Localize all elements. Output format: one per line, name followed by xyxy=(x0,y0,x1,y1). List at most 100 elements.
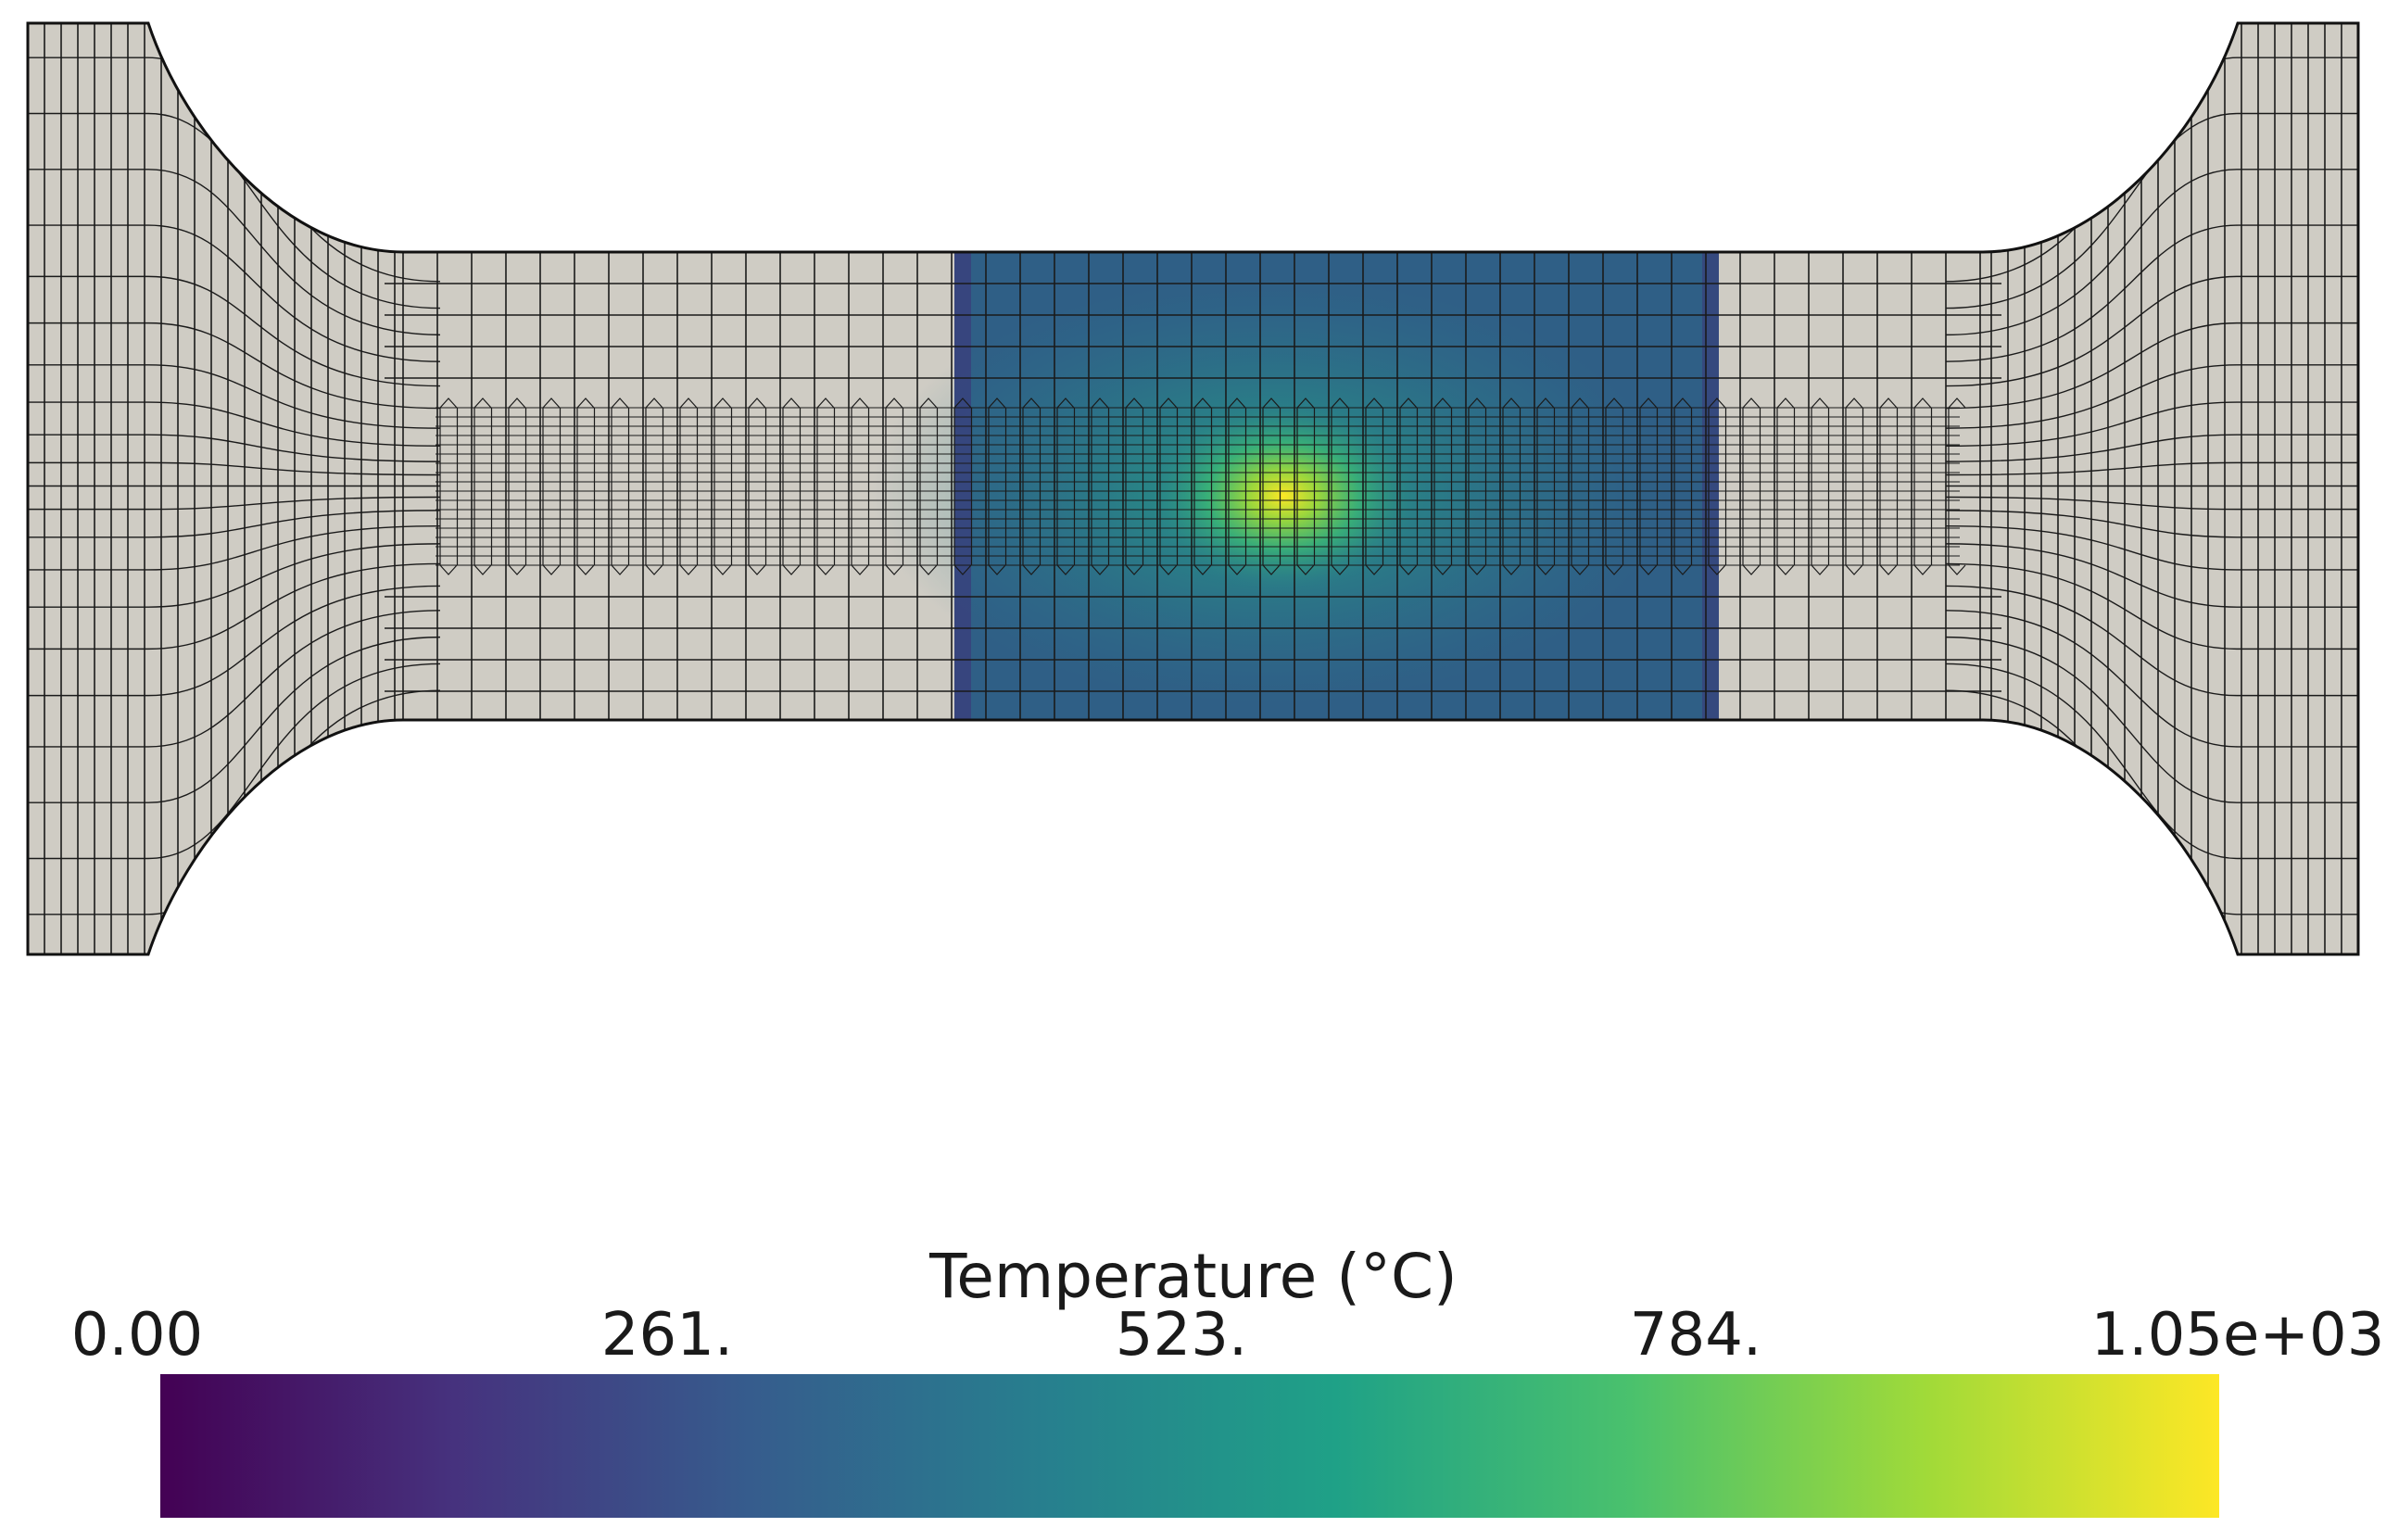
mesh-line xyxy=(28,543,441,608)
mesh-line xyxy=(28,322,441,410)
mesh-line xyxy=(28,663,441,860)
mesh-line xyxy=(542,398,561,409)
mesh-line xyxy=(919,564,938,575)
mesh-line xyxy=(611,398,629,409)
mesh-line xyxy=(1571,398,1589,409)
mesh-line xyxy=(1879,398,1898,409)
mesh-line xyxy=(1945,434,2358,462)
mesh-line xyxy=(953,564,972,575)
mesh-line xyxy=(542,564,561,575)
mesh-line xyxy=(28,610,441,748)
colorbar-tick-label-0: 0.00 xyxy=(71,1301,204,1370)
mesh-line xyxy=(1811,564,1829,575)
mesh-line xyxy=(1296,564,1315,575)
mesh-line xyxy=(1945,636,2358,803)
mesh-line xyxy=(1945,496,2358,511)
mesh-line xyxy=(1945,112,2358,309)
mesh-line xyxy=(576,398,595,409)
mesh-line xyxy=(919,398,938,409)
mesh-line xyxy=(679,564,698,575)
mesh-line xyxy=(1945,562,2358,650)
mesh-line xyxy=(1022,564,1041,575)
mesh-line xyxy=(28,562,441,650)
mesh-line xyxy=(439,398,458,409)
mesh-line xyxy=(1948,564,1966,575)
mesh-line xyxy=(1742,564,1761,575)
mesh-line xyxy=(1945,510,2358,538)
mesh-line xyxy=(28,636,441,803)
mesh-line xyxy=(1022,398,1041,409)
mesh-line xyxy=(1708,564,1726,575)
colorbar-tick-label-1: 261. xyxy=(601,1301,734,1370)
mesh-line xyxy=(1945,524,2358,571)
mesh-line xyxy=(851,564,869,575)
mesh-line xyxy=(1845,564,1863,575)
mesh-line xyxy=(748,564,766,575)
specimen xyxy=(26,21,2360,956)
mesh-line xyxy=(1433,564,1452,575)
mesh-line xyxy=(1125,398,1143,409)
mesh-line xyxy=(1159,564,1178,575)
mesh-line xyxy=(1673,564,1692,575)
mesh-line xyxy=(1879,564,1898,575)
colorbar: Temperature (°C) 0.00 261. 523. 784. 1.0… xyxy=(71,1241,2385,1518)
mesh-line xyxy=(1468,398,1486,409)
mesh-line xyxy=(1536,564,1555,575)
mesh-line xyxy=(28,496,441,511)
mesh-line xyxy=(28,461,441,476)
mesh-line xyxy=(28,585,441,697)
mesh-line xyxy=(885,564,903,575)
colorbar-tick-label-3: 784. xyxy=(1630,1301,1762,1370)
mesh-line xyxy=(28,364,441,429)
mesh-line xyxy=(1945,663,2358,860)
mesh-line xyxy=(28,112,441,309)
mesh-line xyxy=(1571,564,1589,575)
mesh-line xyxy=(1433,398,1452,409)
mesh-line xyxy=(576,564,595,575)
mesh-line xyxy=(1228,564,1246,575)
mesh-line xyxy=(1913,564,1932,575)
colorbar-tick-label-4: 1.05e+03 xyxy=(2091,1301,2385,1370)
mesh-line xyxy=(1708,398,1726,409)
mesh-line xyxy=(1399,564,1418,575)
mesh-line xyxy=(28,275,441,387)
mesh-line xyxy=(439,564,458,575)
mesh-line xyxy=(1811,398,1829,409)
mesh-line xyxy=(1605,564,1623,575)
mesh-line xyxy=(851,398,869,409)
mesh-line xyxy=(1056,564,1075,575)
mesh-line xyxy=(988,398,1006,409)
mesh-line xyxy=(28,510,441,538)
mesh-line xyxy=(1945,322,2358,410)
mesh-line xyxy=(1945,169,2358,336)
mesh-line xyxy=(782,398,801,409)
mesh-line xyxy=(885,398,903,409)
mesh-line xyxy=(28,401,441,448)
mesh-line xyxy=(1056,398,1075,409)
mesh-line xyxy=(1296,398,1315,409)
mesh-line xyxy=(782,564,801,575)
mesh-line xyxy=(988,564,1006,575)
mesh-line xyxy=(1365,564,1383,575)
mesh-line xyxy=(1091,564,1109,575)
mesh-line xyxy=(473,564,492,575)
mesh-line xyxy=(1945,401,2358,448)
mesh-line xyxy=(816,564,835,575)
mesh-line xyxy=(508,564,526,575)
mesh-line xyxy=(1639,564,1658,575)
mesh-line xyxy=(1945,543,2358,608)
mesh-line xyxy=(645,564,663,575)
mesh-line xyxy=(1945,610,2358,748)
mesh-line xyxy=(1502,564,1521,575)
mesh-line xyxy=(645,398,663,409)
mesh-line xyxy=(1125,564,1143,575)
colorbar-gradient xyxy=(160,1374,2219,1518)
mesh-line xyxy=(1536,398,1555,409)
mesh-line xyxy=(1776,398,1795,409)
mesh-line xyxy=(1776,564,1795,575)
mesh-line xyxy=(28,434,441,462)
mesh-line xyxy=(1945,461,2358,476)
mesh-line xyxy=(1605,398,1623,409)
mesh-line xyxy=(1262,398,1281,409)
